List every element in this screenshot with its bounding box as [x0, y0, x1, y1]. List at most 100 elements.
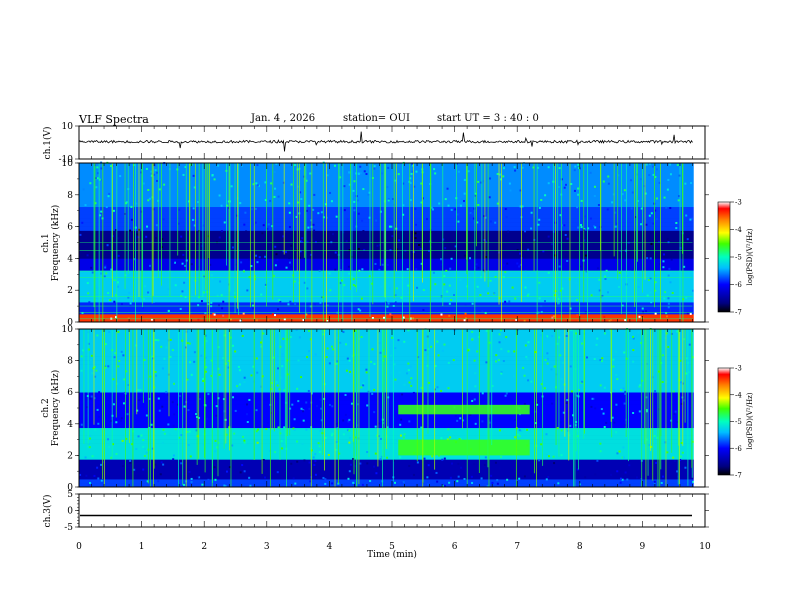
spec2-speckle [420, 386, 423, 389]
spec1-speckle [147, 199, 150, 202]
spec1-speckle [524, 270, 527, 273]
spec2-speckle [255, 409, 258, 412]
spec1-speckle [368, 216, 371, 219]
spec1-speckle [411, 163, 414, 166]
spec2-speckle [222, 357, 225, 360]
spec1-speckle [254, 221, 257, 224]
spec1-speckle [513, 166, 516, 169]
spec2-speckle [371, 392, 374, 395]
spec1-speckle [81, 268, 84, 271]
spec2-speckle [328, 403, 331, 406]
spec1-speckle [652, 222, 655, 225]
spec1-speckle [691, 217, 694, 220]
spec2-speckle [303, 459, 306, 462]
spec2-speckle [390, 354, 393, 357]
spec1-speckle [409, 177, 412, 180]
spec1-band [79, 186, 705, 192]
spec2-band [79, 368, 705, 373]
spec2-speckle [100, 479, 103, 482]
spec2-band [79, 372, 705, 377]
spec1-speckle [310, 219, 313, 222]
spec1-speckle [303, 281, 306, 284]
spec1-speckle [601, 294, 604, 297]
spec1-speckle [576, 299, 579, 302]
spec1-speckle [288, 211, 291, 214]
spec1-speckle [210, 274, 213, 277]
spec2-speckle [150, 423, 153, 426]
spec1-speckle [96, 172, 99, 175]
spec2-band [79, 380, 705, 385]
spec1-speckle [576, 223, 579, 226]
spec2-speckle [622, 446, 625, 449]
spec2-speckle [673, 460, 676, 463]
spec2-speckle [491, 384, 494, 387]
spec2-speckle [342, 433, 345, 436]
spec2-speckle [377, 435, 380, 438]
spec1-speckle [389, 249, 392, 252]
spec1-speckle [255, 319, 258, 322]
ch3-y-tick-label: 0 [67, 507, 73, 517]
spec1-speckle [475, 263, 478, 266]
spec2-speckle [233, 432, 236, 435]
spec2-speckle [114, 352, 117, 355]
spec1-speckle [242, 312, 245, 315]
spec2-speckle [90, 395, 93, 398]
spec2-band [79, 475, 705, 480]
spec2-speckle [457, 475, 460, 478]
spec1-speckle [192, 207, 195, 210]
spec1-speckle [493, 292, 496, 295]
spec2-speckle [417, 356, 420, 359]
spec2-speckle [115, 382, 118, 385]
spec2-speckle [292, 427, 295, 430]
spec2-speckle [370, 360, 373, 363]
spec1-speckle [353, 209, 356, 212]
spec1-speckle [527, 293, 530, 296]
spec2-speckle [227, 359, 230, 362]
spec2-speckle [117, 330, 120, 333]
spec2-speckle [660, 481, 663, 484]
spec1-speckle [614, 211, 617, 214]
spec1-speckle [472, 217, 475, 220]
spec1-speckle [309, 210, 312, 213]
spec1-speckle [104, 266, 107, 269]
spec2-speckle [581, 342, 584, 345]
spec1-speckle [400, 296, 403, 299]
spec1-speckle [684, 182, 687, 185]
spec1-speckle [580, 226, 583, 229]
spec1-speckle [181, 290, 184, 293]
spec1-speckle [516, 248, 519, 251]
spec2-speckle [625, 357, 628, 360]
spec2-speckle [169, 338, 172, 341]
spec2-speckle [255, 430, 258, 433]
spec2-speckle [190, 477, 193, 480]
spec2-speckle [178, 436, 181, 439]
spec1-band [79, 182, 705, 188]
spec1-speckle [354, 285, 357, 288]
spec2-speckle [187, 444, 190, 447]
spec2-speckle [448, 481, 451, 484]
spec1-speckle [87, 292, 90, 295]
spec2-speckle [488, 341, 491, 344]
spec2-speckle [620, 389, 623, 392]
spec2-speckle [569, 365, 572, 368]
spec2-speckle [394, 347, 397, 350]
spec2-event-block-1 [398, 404, 530, 415]
spec1-speckle [288, 261, 291, 264]
spec1-speckle [621, 193, 624, 196]
spec1-speckle [342, 231, 345, 234]
spec1-speckle [276, 258, 279, 261]
spec2-speckle [210, 359, 213, 362]
spec2-speckle [171, 349, 174, 352]
spec1-speckle [482, 180, 485, 183]
spec1-speckle [420, 262, 423, 265]
spec2-speckle [348, 359, 351, 362]
ch1-y-tick-label: -10 [59, 155, 74, 165]
spec1-speckle [676, 163, 679, 166]
spec1-speckle [193, 224, 196, 227]
spec2-speckle [89, 434, 92, 437]
spec2-speckle [195, 413, 198, 416]
spec2-speckle [621, 478, 624, 481]
spec1-speckle [204, 312, 207, 315]
spec2-speckle [603, 332, 606, 335]
spec1-speckle [221, 307, 224, 310]
